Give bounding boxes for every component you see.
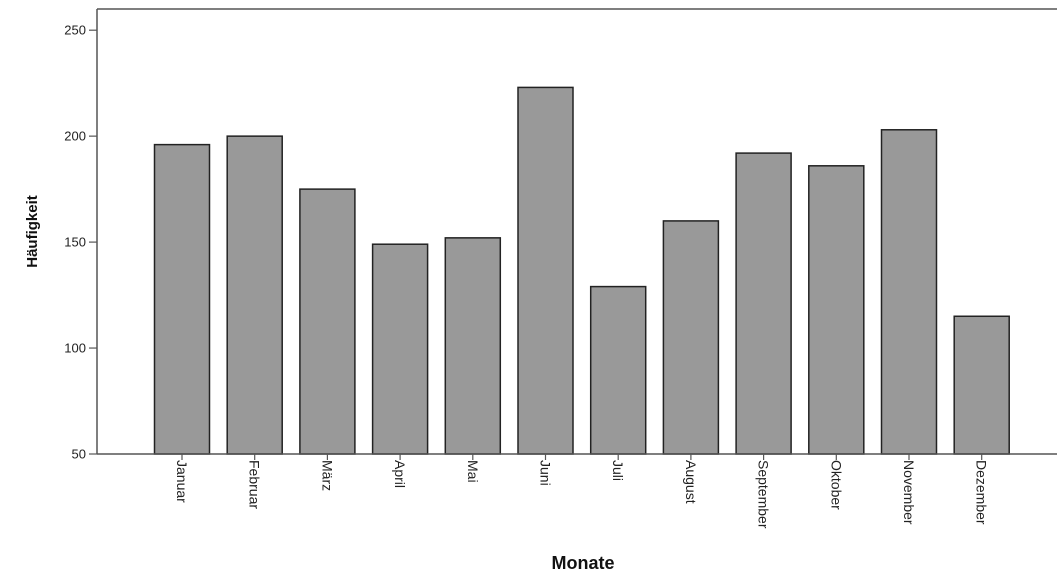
x-tick-label: Juli — [610, 460, 626, 481]
bar-januar — [153, 143, 211, 455]
x-tick-label: Mai — [465, 460, 481, 483]
y-tick-label: 200 — [64, 129, 86, 144]
bars-group — [153, 86, 1010, 455]
x-tick-label: Juni — [538, 460, 554, 486]
x-axis: Januar Februar März April Mai Juni Juli August S… — [97, 453, 1057, 529]
bar-august — [662, 220, 720, 455]
x-tick-label: August — [683, 460, 699, 504]
x-tick-label: September — [756, 460, 772, 529]
x-tick-label: Februar — [247, 460, 263, 509]
bar-februar — [226, 135, 283, 455]
bar-juli — [589, 285, 647, 455]
x-tick-label: Oktober — [828, 460, 844, 510]
x-tick-label: März — [319, 460, 335, 491]
bar-november — [880, 129, 938, 455]
y-tick-label: 250 — [64, 23, 86, 38]
y-tick-label: 100 — [64, 341, 86, 356]
bar-september — [735, 152, 792, 455]
x-axis-title: Monate — [552, 553, 615, 571]
bar-juni — [517, 86, 574, 455]
bar-april — [371, 243, 429, 455]
bar-märz — [299, 188, 356, 455]
y-axis-title: Häufigkeit — [24, 195, 41, 268]
y-axis: 50 100 150 200 250 — [64, 9, 98, 462]
x-tick-label: November — [901, 460, 917, 525]
x-tick-label: Januar — [174, 460, 190, 503]
bar-mai — [444, 237, 502, 455]
x-tick-label: April — [392, 460, 408, 488]
bar-dezember — [953, 315, 1010, 455]
x-tick-label: Dezember — [974, 460, 990, 525]
y-tick-label: 150 — [64, 235, 86, 250]
bar-oktober — [808, 165, 865, 455]
y-tick-label: 50 — [72, 447, 86, 462]
